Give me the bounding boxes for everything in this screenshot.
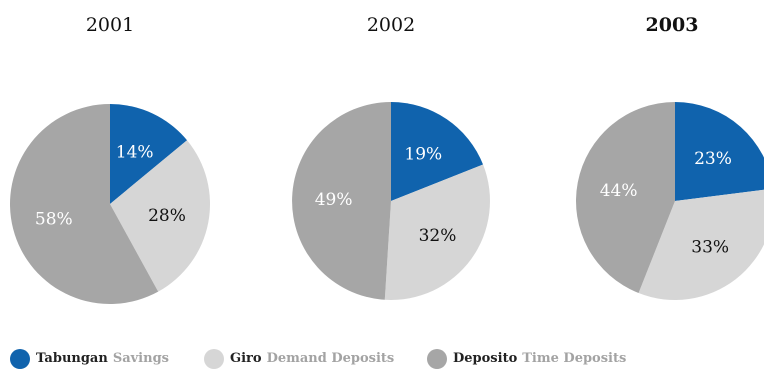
legend-swatch-demand bbox=[204, 349, 224, 369]
pie-label-2002-demand: 32% bbox=[419, 226, 457, 246]
pie-title-2003: 2003 bbox=[646, 14, 699, 36]
pie-slice-2003-demand bbox=[638, 189, 764, 300]
legend-swatch-savings bbox=[10, 349, 30, 369]
pie-label-2001-time: 58% bbox=[35, 209, 73, 229]
legend-swatch-time bbox=[427, 349, 447, 369]
pie-label-2001-demand: 28% bbox=[148, 206, 186, 226]
pie-2002: 2002 19% 32% 49% bbox=[292, 14, 490, 300]
pie-slice-2002-savings bbox=[391, 102, 484, 201]
pie-slice-2003-savings bbox=[675, 102, 764, 201]
pie-label-2001-savings: 14% bbox=[116, 143, 154, 163]
pie-slice-2002-time bbox=[292, 102, 391, 300]
pie-2003: 2003 23% 33% 44% bbox=[575, 14, 764, 300]
pie-label-2003-time: 44% bbox=[600, 181, 638, 201]
pie-label-2002-savings: 19% bbox=[404, 145, 442, 165]
pie-title-2001: 2001 bbox=[86, 14, 134, 36]
pie-slice-2001-time bbox=[10, 104, 159, 305]
legend-label-demand-id: Giro bbox=[230, 351, 262, 366]
pie-label-2003-savings: 23% bbox=[694, 149, 732, 169]
legend-label-time-en: Time Deposits bbox=[522, 351, 627, 366]
pie-slice-2002-demand bbox=[384, 164, 490, 300]
pie-2001: 2001 14% 28% 58% bbox=[10, 14, 210, 305]
legend-label-demand-en: Demand Deposits bbox=[266, 351, 395, 366]
pie-title-2002: 2002 bbox=[367, 14, 415, 36]
pie-label-2003-demand: 33% bbox=[691, 237, 729, 257]
pie-slice-2001-demand bbox=[110, 140, 210, 292]
legend-label-savings-id: Tabungan bbox=[36, 351, 108, 366]
pie-slice-2001-savings bbox=[110, 104, 188, 204]
pie-label-2002-time: 49% bbox=[315, 190, 353, 210]
pie-slice-2003-time bbox=[575, 102, 675, 294]
legend-label-savings-en: Savings bbox=[112, 351, 169, 366]
legend-label-time-id: Deposito bbox=[453, 351, 518, 366]
